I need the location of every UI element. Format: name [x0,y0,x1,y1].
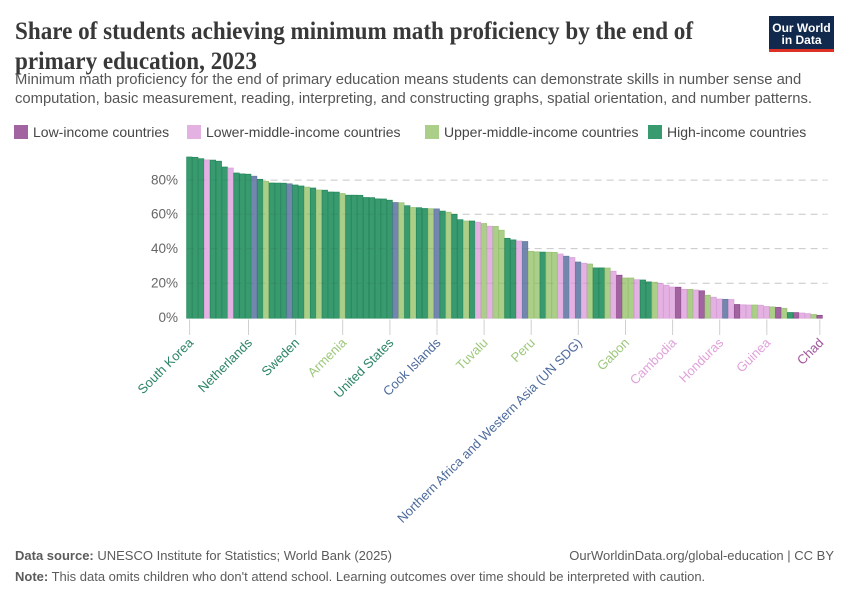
svg-text:Gabon: Gabon [594,335,632,373]
svg-text:Guinea: Guinea [733,334,774,375]
svg-text:Tuvalu: Tuvalu [453,335,491,373]
svg-text:80%: 80% [151,173,178,188]
svg-text:0%: 0% [158,310,178,325]
svg-text:20%: 20% [151,276,178,291]
svg-text:South Korea: South Korea [135,334,197,396]
svg-text:Cambodia: Cambodia [627,334,680,387]
svg-text:Armenia: Armenia [304,334,349,379]
svg-text:40%: 40% [151,241,178,256]
svg-text:Sweden: Sweden [258,335,302,379]
svg-text:Netherlands: Netherlands [195,335,256,396]
svg-text:Peru: Peru [508,335,538,365]
svg-text:Chad: Chad [794,335,827,368]
svg-text:60%: 60% [151,207,178,222]
svg-text:Honduras: Honduras [676,335,727,386]
